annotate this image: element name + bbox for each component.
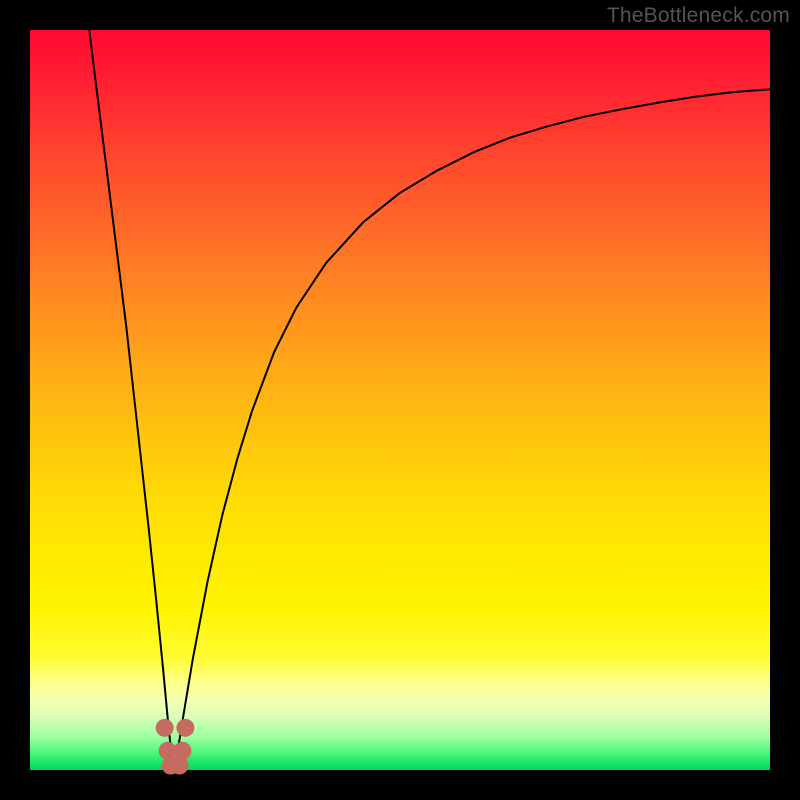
chart-container: { "watermark": { "text": "TheBottleneck.… xyxy=(0,0,800,800)
watermark-text: TheBottleneck.com xyxy=(607,4,790,28)
bottleneck-chart xyxy=(0,0,800,800)
minimum-marker xyxy=(156,719,174,737)
minimum-marker xyxy=(176,719,194,737)
minimum-marker xyxy=(170,757,188,775)
gradient-background xyxy=(30,30,770,770)
minimum-marker xyxy=(173,742,191,760)
